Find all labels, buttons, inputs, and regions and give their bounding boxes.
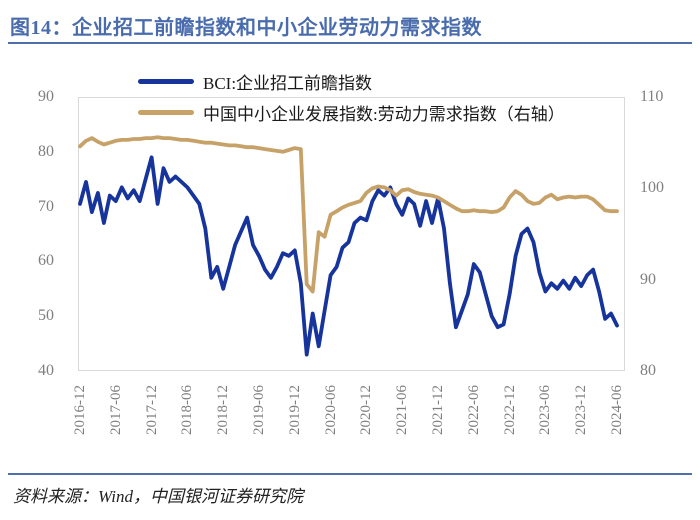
bci-line-swatch (138, 79, 194, 84)
bci-line (78, 155, 619, 357)
x-axis-tick-label: 2024-06 (609, 385, 625, 435)
x-axis-tick-label: 2020-12 (358, 385, 375, 435)
x-axis-tick-label: 2021-12 (430, 385, 446, 435)
y-axis-left-tick-label: 70 (38, 197, 54, 215)
sme-labor-line (78, 135, 619, 294)
title-divider (8, 42, 692, 44)
chart-legend: BCI:企业招工前瞻指数 中国中小企业发展指数:劳动力需求指数（右轴） (138, 66, 565, 128)
source-note: 资料来源：Wind，中国银河证券研究院 (13, 487, 303, 506)
y-axis-left-tick-label: 60 (38, 252, 54, 270)
x-axis-tick-label: 2016-12 (72, 385, 88, 435)
sme-labor-line-swatch (138, 110, 194, 115)
legend-item-bci: BCI:企业招工前瞻指数 (138, 66, 565, 97)
x-axis-tick-label: 2020-06 (322, 385, 339, 435)
legend-label-bci: BCI:企业招工前瞻指数 (203, 74, 373, 93)
x-axis-tick-label: 2022-12 (501, 385, 518, 435)
y-axis-left-tick-label: 40 (38, 362, 54, 379)
y-axis-right-tick-label: 110 (640, 88, 664, 105)
y-axis-right-tick-label: 90 (640, 270, 656, 288)
plot-border (78, 97, 625, 371)
legend-label-sme-labor: 中国中小企业发展指数:劳动力需求指数（右轴） (203, 105, 565, 124)
footer-divider (8, 473, 692, 475)
figure-title: 图14：企业招工前瞻指数和中小企业劳动力需求指数 (10, 17, 482, 39)
y-axis-right-tick-label: 80 (640, 362, 656, 379)
y-axis-right-tick-label: 100 (640, 179, 664, 197)
x-axis-tick-label: 2018-06 (179, 385, 196, 435)
y-axis-left-tick-label: 90 (38, 88, 54, 105)
x-axis-tick-label: 2019-12 (286, 385, 303, 435)
legend-item-sme-labor: 中国中小企业发展指数:劳动力需求指数（右轴） (138, 97, 565, 128)
x-axis-tick-label: 2019-06 (251, 385, 267, 435)
y-axis-left-tick-label: 50 (38, 307, 54, 325)
x-axis-tick-label: 2018-12 (215, 385, 232, 435)
x-axis-tick-label: 2017-06 (107, 385, 124, 435)
x-axis-tick-label: 2022-06 (465, 385, 482, 435)
x-axis-tick-label: 2017-12 (143, 385, 160, 435)
x-axis-tick-label: 2021-06 (394, 385, 411, 435)
y-axis-left-tick-label: 80 (38, 142, 54, 160)
x-axis-tick-label: 2023-06 (537, 385, 554, 435)
x-axis-tick-label: 2023-12 (573, 385, 590, 435)
